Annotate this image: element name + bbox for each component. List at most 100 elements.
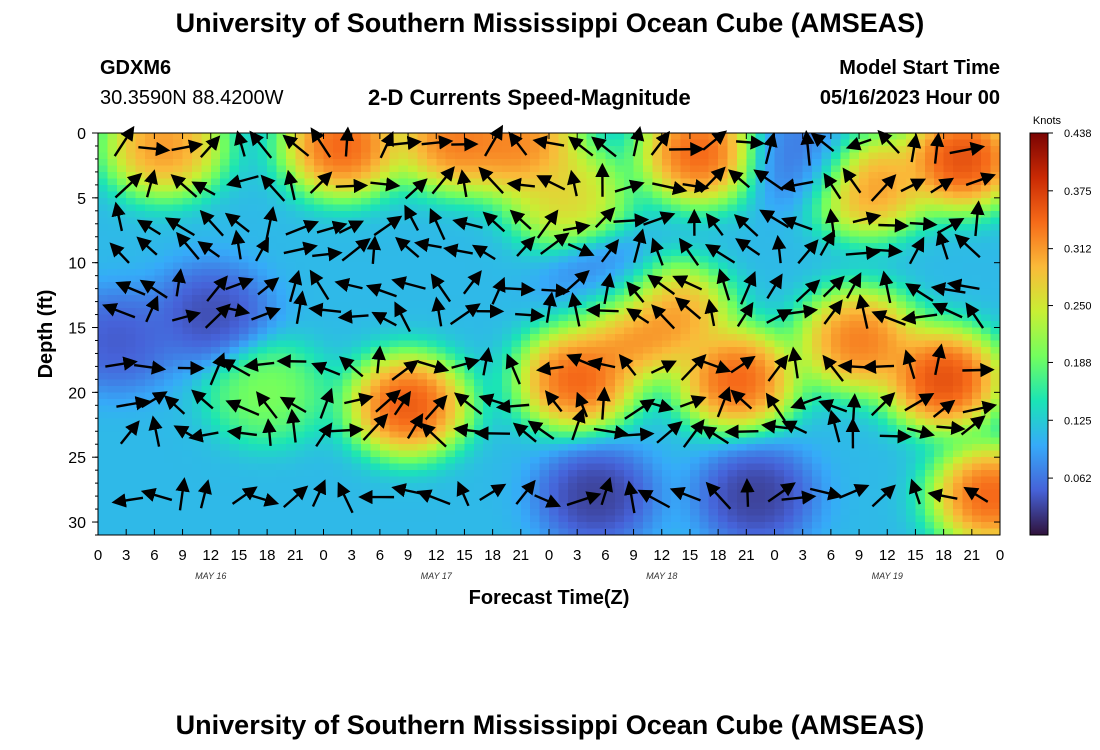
current-vector [417, 359, 450, 374]
current-vector [449, 303, 481, 326]
current-vector [282, 134, 310, 157]
current-vector [456, 169, 472, 198]
model-start-label: Model Start Time [839, 57, 1000, 79]
current-vector [823, 299, 843, 325]
current-vector [286, 408, 301, 443]
current-vector [471, 244, 496, 261]
current-vector [535, 361, 564, 376]
current-vector [672, 275, 703, 291]
current-vector [767, 482, 796, 503]
current-vector [699, 359, 732, 374]
current-vector [442, 243, 473, 258]
current-vector [334, 277, 363, 292]
current-vector [566, 491, 602, 507]
current-vector [962, 400, 998, 415]
current-vector [868, 243, 903, 258]
current-vector [113, 125, 135, 157]
current-vector [716, 268, 731, 301]
current-vector [782, 304, 819, 319]
current-vector [902, 349, 917, 380]
page-title: University of Southern Mississippi Ocean… [175, 8, 925, 38]
colorbar-tick-label: 0.125 [1064, 415, 1092, 427]
current-vector [171, 139, 204, 154]
current-vector [105, 356, 138, 371]
current-vector [111, 493, 144, 508]
current-vector [406, 412, 424, 439]
current-vector [226, 425, 258, 441]
x-tick-label: 18 [259, 547, 276, 564]
colorbar-ticks: 0.438 0.375 0.312 0.250 0.188 0.125 0.062 [1048, 128, 1092, 485]
current-vector [231, 229, 246, 260]
current-vector [724, 424, 759, 439]
current-vector [900, 310, 938, 325]
current-vector [949, 141, 986, 157]
current-vector [613, 213, 650, 228]
current-vector [116, 396, 151, 411]
current-vector [308, 302, 342, 317]
current-vector [262, 418, 277, 447]
current-vector [204, 303, 231, 329]
current-vector [736, 301, 754, 328]
day-label: MAY 19 [872, 571, 903, 581]
x-tick-label: 0 [545, 547, 553, 564]
current-vector [420, 422, 447, 448]
current-vector [139, 279, 168, 299]
current-vector [143, 169, 158, 198]
current-vector [285, 220, 319, 236]
current-vector [136, 236, 158, 256]
current-vector [188, 428, 219, 443]
current-vector [119, 420, 140, 445]
current-vector [678, 237, 700, 266]
current-vector [344, 392, 374, 407]
colorbar [1029, 132, 1049, 536]
current-vector [225, 276, 254, 291]
current-vector [516, 235, 536, 257]
y-tick-label: 15 [68, 321, 86, 338]
current-vector [845, 245, 881, 261]
current-vector [946, 278, 980, 293]
current-vector [255, 391, 278, 419]
current-vector [626, 281, 645, 304]
current-vector [753, 169, 784, 192]
current-vector [316, 220, 348, 235]
current-vector [960, 415, 986, 436]
current-vector [243, 357, 275, 372]
current-vector [536, 175, 566, 191]
current-vector [568, 292, 583, 327]
current-vector [561, 269, 590, 296]
current-vector [371, 311, 397, 327]
current-vector [395, 236, 420, 259]
x-tick-label: 15 [682, 547, 699, 564]
current-vector [740, 271, 757, 305]
current-vector [822, 275, 845, 298]
current-vector [311, 479, 327, 508]
current-vector [927, 488, 958, 503]
colorbar-tick-label: 0.250 [1064, 301, 1092, 313]
current-vector [624, 480, 639, 514]
current-vector [540, 232, 570, 255]
current-vector [310, 127, 332, 158]
y-axis: 0 5 10 15 20 25 30 [68, 126, 1000, 536]
x-tick-label: 6 [827, 547, 835, 564]
x-tick-label: 12 [202, 547, 219, 564]
y-tick-label: 25 [68, 450, 86, 467]
current-vector [111, 201, 126, 232]
current-vector [846, 393, 862, 421]
current-vector [585, 303, 619, 318]
current-vector [781, 490, 817, 505]
current-vector [114, 172, 143, 199]
current-vector [674, 296, 702, 320]
current-vector [809, 486, 843, 501]
x-tick-label: 3 [573, 547, 581, 564]
current-vector [375, 389, 401, 413]
current-vector [309, 171, 333, 194]
current-vector [505, 353, 521, 385]
current-vector [206, 275, 228, 302]
current-vector [532, 135, 565, 150]
current-vector [929, 132, 945, 164]
current-vector [503, 282, 536, 297]
current-vector [930, 177, 955, 194]
current-vector [735, 238, 761, 256]
x-tick-label: 6 [376, 547, 384, 564]
current-vector [474, 426, 511, 441]
